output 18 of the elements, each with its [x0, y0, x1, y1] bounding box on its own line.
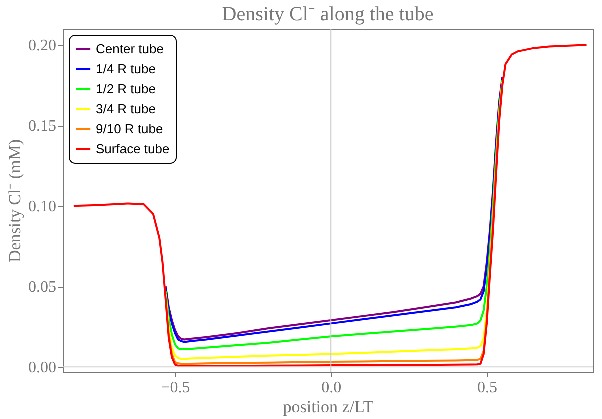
x-tick-label: 0.5 [478, 380, 498, 396]
line-series [72, 44, 588, 368]
x-axis-title: position z/LT [283, 398, 374, 416]
legend-label: 1/4 R tube [96, 62, 156, 76]
y-tick-label: 0.05 [28, 279, 56, 296]
y-tick-label: 0.20 [28, 38, 56, 55]
legend-label: 3/4 R tube [96, 102, 156, 116]
chart-title: Density Cl⁻ along the tube [222, 4, 434, 26]
y-tick-label: 0.10 [28, 198, 56, 216]
y-axis-title: Density Cl⁻ (mM) [6, 139, 24, 263]
legend-label: 1/2 R tube [96, 82, 156, 96]
legend-label: 9/10 R tube [96, 122, 164, 136]
x-tick-label: 0.0 [322, 380, 342, 396]
legend-label: Center tube [96, 42, 164, 56]
y-tick-label: 0.00 [28, 360, 56, 377]
y-tick-label: 0.15 [28, 118, 56, 136]
x-tick-label: −0.5 [161, 380, 190, 396]
legend-label: Surface tube [96, 142, 170, 156]
